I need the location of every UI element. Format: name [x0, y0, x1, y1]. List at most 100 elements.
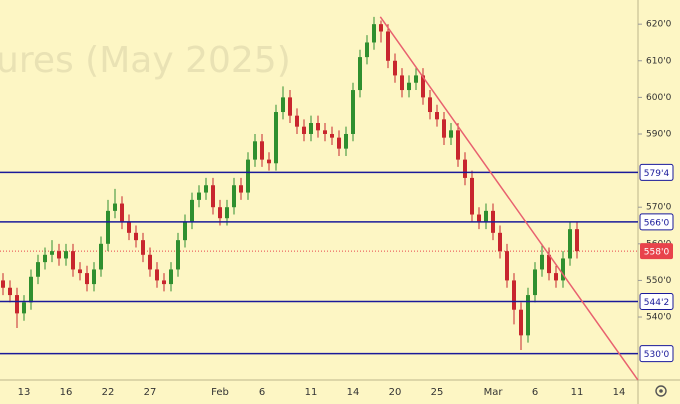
candle-body	[211, 185, 215, 208]
candle-body	[316, 123, 320, 131]
candle-body	[428, 97, 432, 113]
candle-body	[372, 24, 376, 43]
candle-body	[15, 295, 19, 314]
candle-body	[421, 75, 425, 98]
level-label: 530'0	[644, 350, 670, 360]
candle-body	[274, 112, 278, 164]
settings-ring[interactable]	[655, 385, 667, 397]
candle-body	[22, 302, 26, 314]
candle-body	[260, 141, 264, 160]
x-tick-label: Feb	[211, 387, 229, 398]
level-label-box	[639, 163, 674, 181]
candle-body	[162, 280, 166, 285]
watermark: ures (May 2025)	[0, 40, 291, 81]
candle-body	[85, 273, 89, 285]
candle-body	[449, 130, 453, 138]
candle-body	[442, 119, 446, 138]
candle-body	[547, 254, 551, 274]
x-tick-label: 25	[431, 387, 444, 398]
y-tick-label: 600'0	[646, 93, 672, 103]
candle-body	[365, 42, 369, 58]
y-tick-label: 570'0	[646, 203, 672, 213]
candle-body	[575, 229, 579, 252]
x-tick-label: 14	[613, 387, 626, 398]
candle-body	[134, 232, 138, 241]
x-tick-label: 13	[18, 387, 31, 398]
candle-body	[50, 251, 54, 255]
level-label: 579'4	[644, 169, 670, 179]
candle-body	[232, 185, 236, 208]
y-tick-label: 540'0	[646, 313, 672, 323]
x-tick-label: 11	[305, 387, 318, 398]
candle-body	[239, 185, 243, 193]
candle-body	[393, 60, 397, 76]
candle-body	[8, 287, 12, 296]
last-price-box	[640, 243, 673, 260]
candle-body	[456, 130, 460, 160]
candle-body	[526, 295, 530, 336]
x-tick-label: 22	[102, 387, 115, 398]
candle-body	[407, 82, 411, 91]
candle-body	[519, 309, 523, 336]
candle-body	[197, 192, 201, 200]
candle-body	[330, 133, 334, 138]
trendline	[379, 16, 639, 381]
candle-body	[554, 273, 558, 281]
candle-body	[540, 254, 544, 270]
candle-body	[120, 203, 124, 222]
level-label-box	[639, 292, 674, 310]
candle-body	[386, 31, 390, 61]
candle-body	[176, 240, 180, 270]
candle-body	[225, 207, 229, 219]
candle-body	[99, 243, 103, 270]
level-label-box	[639, 345, 674, 363]
level-label: 566'0	[644, 218, 670, 228]
candle-body	[204, 185, 208, 193]
candle-body	[505, 251, 509, 281]
y-tick-label: 620'0	[646, 20, 672, 30]
candle-body	[358, 57, 362, 91]
candle-body	[295, 115, 299, 127]
candle-body	[36, 262, 40, 277]
candle-body	[561, 258, 565, 281]
candle-body	[169, 269, 173, 285]
candle-body	[323, 130, 327, 134]
candle-body	[29, 276, 33, 303]
settings-dot[interactable]	[659, 389, 663, 393]
candle-body	[498, 232, 502, 252]
y-tick-label: 610'0	[646, 56, 672, 66]
candle-body	[92, 269, 96, 285]
x-tick-label: 11	[571, 387, 584, 398]
candle-body	[435, 112, 439, 120]
candle-body	[337, 137, 341, 149]
candle-body	[141, 240, 145, 255]
candle-body	[302, 126, 306, 134]
x-tick-label: Mar	[484, 387, 504, 398]
settings-icon[interactable]	[655, 385, 667, 397]
x-tick-label: 27	[144, 387, 157, 398]
last-price-label: 558'0	[644, 248, 670, 258]
candle-body	[470, 177, 474, 215]
level-label: 544'2	[644, 298, 669, 308]
x-tick-label: 14	[347, 387, 360, 398]
candle-body	[288, 97, 292, 116]
candle-body	[533, 269, 537, 296]
x-tick-label: 16	[60, 387, 73, 398]
candle-body	[267, 159, 271, 164]
candle-body	[414, 75, 418, 83]
candle-body	[344, 133, 348, 149]
candle-body	[113, 203, 117, 211]
candle-body	[351, 90, 355, 134]
candle-body	[57, 251, 61, 259]
candle-body	[246, 159, 250, 193]
candle-body	[281, 97, 285, 113]
candle-body	[71, 251, 75, 270]
candle-body	[106, 210, 110, 244]
level-label-box	[639, 213, 674, 231]
candle-body	[127, 221, 131, 233]
x-tick-label: 6	[259, 387, 265, 398]
candle-body	[64, 251, 68, 259]
